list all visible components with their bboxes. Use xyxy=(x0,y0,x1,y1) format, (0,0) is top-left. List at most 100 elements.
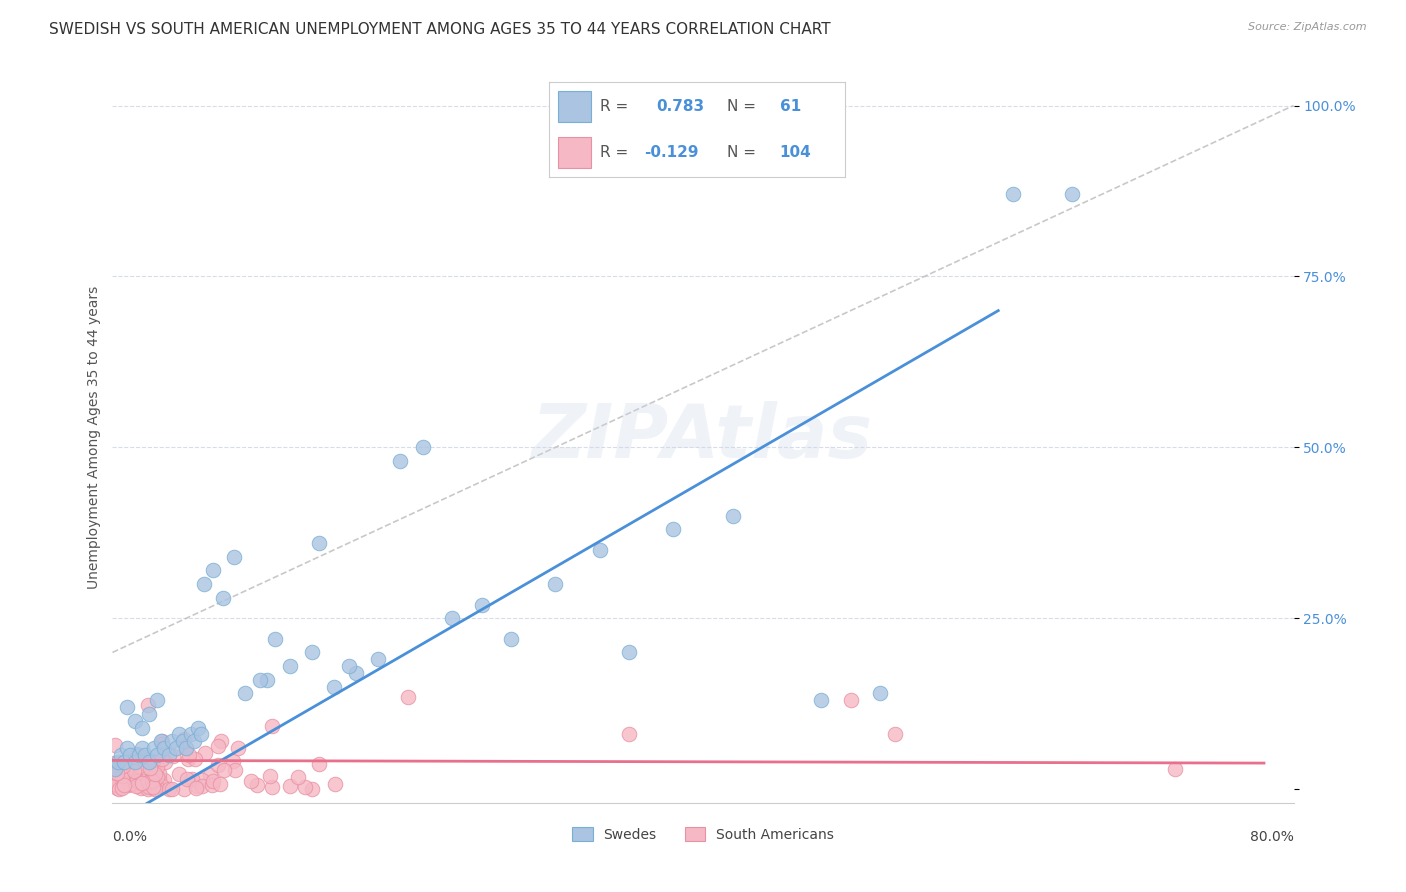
Point xyxy=(150,752,173,766)
Point xyxy=(148,772,170,786)
Point xyxy=(125,779,148,793)
Point xyxy=(145,766,167,780)
Point xyxy=(287,770,309,784)
Point xyxy=(301,645,323,659)
Point xyxy=(619,727,641,741)
Point xyxy=(193,577,215,591)
Point xyxy=(111,780,134,795)
Point xyxy=(141,774,163,789)
Point xyxy=(544,577,567,591)
Point xyxy=(174,741,197,756)
Point xyxy=(396,690,419,704)
Point xyxy=(260,719,283,733)
Point xyxy=(141,767,163,781)
Point xyxy=(869,686,891,700)
Point xyxy=(176,772,198,786)
Point xyxy=(249,673,271,687)
Point xyxy=(308,756,330,771)
Point xyxy=(165,741,187,756)
Point xyxy=(501,632,523,646)
Point xyxy=(117,741,138,756)
Point xyxy=(145,779,167,793)
Point xyxy=(146,693,169,707)
Point xyxy=(110,747,132,762)
Point xyxy=(120,777,142,791)
Point xyxy=(153,772,176,787)
Point xyxy=(103,777,125,791)
Point xyxy=(104,762,127,776)
Point xyxy=(441,611,464,625)
Point xyxy=(125,747,148,761)
Point xyxy=(344,665,367,680)
Point xyxy=(191,779,214,793)
Point xyxy=(117,778,139,792)
Point xyxy=(153,741,176,756)
Point xyxy=(1164,762,1187,776)
Point xyxy=(177,747,200,762)
Point xyxy=(120,747,142,762)
Point xyxy=(134,780,156,794)
Point xyxy=(142,741,165,756)
Point xyxy=(125,774,148,789)
Point xyxy=(105,766,128,780)
Point xyxy=(107,781,129,796)
Point xyxy=(186,780,208,795)
Point xyxy=(207,758,229,772)
Point xyxy=(117,700,138,714)
Point xyxy=(172,734,194,748)
Point xyxy=(131,721,153,735)
Point xyxy=(112,755,135,769)
Point xyxy=(278,659,301,673)
Point xyxy=(157,781,180,796)
Point xyxy=(240,773,263,788)
Point xyxy=(177,752,200,766)
Point xyxy=(183,734,205,748)
Point xyxy=(112,759,135,773)
Point xyxy=(411,440,433,454)
Text: SWEDISH VS SOUTH AMERICAN UNEMPLOYMENT AMONG AGES 35 TO 44 YEARS CORRELATION CHA: SWEDISH VS SOUTH AMERICAN UNEMPLOYMENT A… xyxy=(49,22,831,37)
Point xyxy=(194,747,217,761)
Point xyxy=(143,781,166,796)
Point xyxy=(150,734,173,748)
Point xyxy=(201,774,224,789)
Point xyxy=(124,714,146,728)
Point xyxy=(150,779,173,793)
Point xyxy=(180,772,202,786)
Point xyxy=(138,755,160,769)
Point xyxy=(128,747,150,762)
Point xyxy=(301,781,323,796)
Point xyxy=(208,776,231,790)
Point xyxy=(136,698,159,713)
Point xyxy=(117,772,139,787)
Point xyxy=(294,780,316,794)
Point xyxy=(1001,187,1024,202)
Point xyxy=(132,774,155,789)
Point xyxy=(180,727,202,741)
Point xyxy=(308,536,330,550)
Text: Source: ZipAtlas.com: Source: ZipAtlas.com xyxy=(1249,22,1367,32)
Point xyxy=(174,741,197,756)
Point xyxy=(131,781,153,796)
Point xyxy=(105,766,128,780)
Point xyxy=(389,454,412,468)
Point xyxy=(884,727,907,741)
Y-axis label: Unemployment Among Ages 35 to 44 years: Unemployment Among Ages 35 to 44 years xyxy=(87,285,101,589)
Point xyxy=(146,747,169,762)
Point xyxy=(132,764,155,778)
Point xyxy=(256,673,278,687)
Point xyxy=(207,739,229,754)
Point xyxy=(190,727,212,741)
Point xyxy=(146,760,169,774)
Point xyxy=(162,748,184,763)
Point xyxy=(173,732,195,747)
Point xyxy=(323,680,346,694)
Point xyxy=(226,740,249,755)
Point xyxy=(131,776,153,790)
Point xyxy=(264,632,287,646)
Point xyxy=(222,754,245,768)
Point xyxy=(132,750,155,764)
Point xyxy=(278,779,301,793)
Point xyxy=(157,747,180,762)
Point xyxy=(619,645,641,659)
Point xyxy=(143,778,166,792)
